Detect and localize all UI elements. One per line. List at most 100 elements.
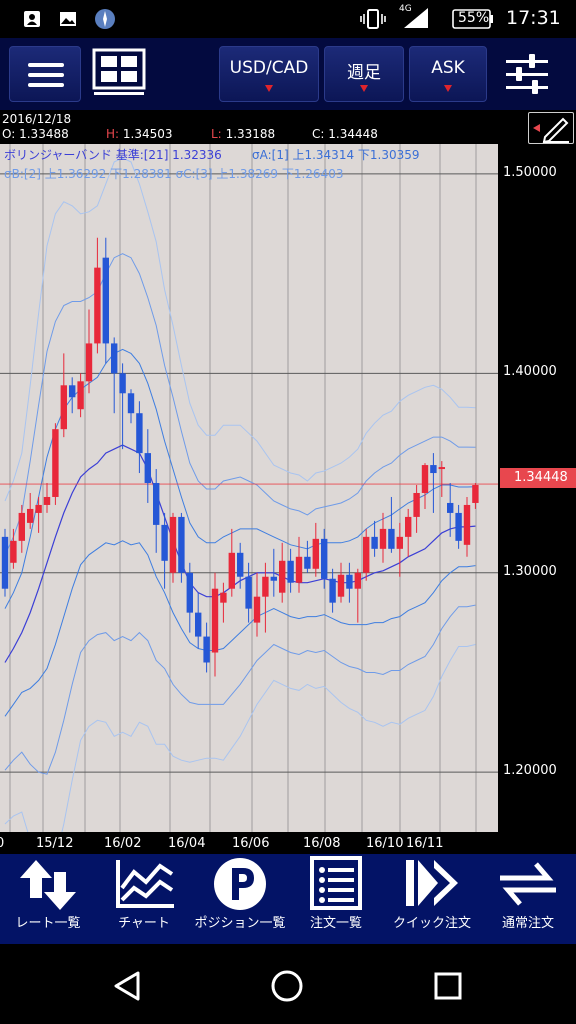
nav-label: ポジション一覧 xyxy=(194,916,286,931)
currency-pair-label: USD/CAD xyxy=(229,58,309,78)
period-label: 週足 xyxy=(347,63,381,83)
dropdown-caret-icon xyxy=(265,85,273,92)
grid-layout-icon xyxy=(92,48,146,95)
candle-body xyxy=(447,502,454,513)
period-select[interactable]: 週足 xyxy=(324,46,404,102)
bollinger-band-b-upper xyxy=(4,253,476,556)
candle-body xyxy=(472,485,479,503)
price-tick-label: 1.20000 xyxy=(503,763,557,779)
candle-body xyxy=(211,588,219,653)
date-tick-label: 0 xyxy=(0,836,5,851)
compass-icon xyxy=(95,9,115,29)
candle-body xyxy=(455,512,462,541)
layout-button[interactable] xyxy=(92,48,146,100)
candle-body xyxy=(270,576,277,581)
price-tick-label: 1.40000 xyxy=(503,364,557,380)
back-icon[interactable] xyxy=(112,970,142,1002)
bollinger-band-c-lower xyxy=(4,644,476,882)
candle-body xyxy=(321,538,328,579)
chart-icon xyxy=(116,860,174,908)
candle-body xyxy=(405,516,412,537)
candle-body xyxy=(371,536,378,549)
recents-icon[interactable] xyxy=(434,972,462,1000)
bollinger-band-c-upper xyxy=(4,157,476,502)
candle-body xyxy=(43,496,51,505)
bollinger-legend-line1b: σA:[1] 上1.34314 下1.30359 xyxy=(252,148,420,162)
candle-body xyxy=(312,538,319,569)
candle-body xyxy=(237,552,244,577)
clock: 17:31 xyxy=(506,7,561,29)
bollinger-legend-line2: σB:[2] 上1.36292 下1.28381 σC:[3] 上1.38269… xyxy=(4,167,344,181)
candle-body xyxy=(430,465,437,474)
gallery-icon xyxy=(60,12,76,26)
candlestick-chart[interactable] xyxy=(0,144,498,882)
price-tick-label: 1.50000 xyxy=(503,164,557,180)
vibrate-icon xyxy=(360,9,386,29)
candle-body xyxy=(262,576,269,597)
candle-body xyxy=(363,536,370,573)
drawing-tool-button[interactable] xyxy=(528,112,574,144)
candle-body xyxy=(253,596,261,623)
nav-label: クイック注文 xyxy=(392,916,471,931)
system-navigation-bar xyxy=(0,944,576,1024)
candle-body xyxy=(127,393,135,414)
candle-body xyxy=(111,343,118,374)
candle-body xyxy=(396,536,403,549)
candle-body xyxy=(279,560,286,593)
status-bar: 4G 55% 17:31 xyxy=(0,0,576,38)
candle-body xyxy=(388,528,395,549)
candle-body xyxy=(52,429,59,497)
date-tick-label: 16/10 xyxy=(366,836,404,851)
candle-body xyxy=(245,576,252,609)
menu-button[interactable] xyxy=(9,46,81,102)
ohlc-high: H: 1.34503 xyxy=(106,127,173,141)
candle-body xyxy=(178,516,185,573)
nav-orders[interactable]: 注文一覧 xyxy=(300,854,372,944)
candle-body xyxy=(1,536,9,589)
nav-label: レート一覧 xyxy=(15,916,81,931)
nav-rate-list[interactable]: レート一覧 xyxy=(12,854,84,944)
chart-plot[interactable] xyxy=(0,144,498,882)
nav-normal-order[interactable]: 通常注文 xyxy=(492,854,564,944)
chart-settings-button[interactable] xyxy=(504,52,550,98)
order-list-icon xyxy=(310,856,362,910)
candle-body xyxy=(69,385,76,398)
pencil-icon xyxy=(533,117,569,144)
nav-label: 通常注文 xyxy=(501,916,554,931)
rate-list-icon xyxy=(20,860,76,910)
date-tick-label: 16/02 xyxy=(104,836,142,851)
bottom-navigation: レート一覧 チャート ポジション一覧 注文一覧 クイック注 xyxy=(0,854,576,944)
bollinger-band-a-lower xyxy=(4,540,476,717)
network-type: 4G xyxy=(399,4,412,14)
battery-level: 55% xyxy=(458,10,490,26)
bid-ask-select[interactable]: ASK xyxy=(409,46,487,102)
candle-body xyxy=(60,385,67,430)
candle-body xyxy=(337,574,345,597)
candle-body xyxy=(287,560,294,583)
candle-body xyxy=(85,343,93,382)
nav-positions[interactable]: ポジション一覧 xyxy=(194,854,286,944)
candle-body xyxy=(144,453,151,484)
candle-body xyxy=(94,267,101,344)
chart-toolbar: USD/CAD 週足 ASK xyxy=(0,38,576,110)
date-tick-label: 16/08 xyxy=(303,836,341,851)
nav-label: 注文一覧 xyxy=(309,916,362,931)
candle-body xyxy=(195,612,202,637)
candle-body xyxy=(346,574,353,589)
ohlc-close: C: 1.34448 xyxy=(312,127,378,141)
battery-icon xyxy=(452,9,493,29)
candle-body xyxy=(329,578,336,603)
current-price-tag: 1.34448 xyxy=(500,468,576,488)
candle-body xyxy=(27,508,34,523)
hamburger-icon xyxy=(28,63,64,87)
candle-body xyxy=(169,516,177,573)
currency-pair-select[interactable]: USD/CAD xyxy=(219,46,319,102)
candle-body xyxy=(438,467,445,470)
home-icon[interactable] xyxy=(270,969,304,1003)
normal-order-icon xyxy=(500,862,556,906)
nav-chart[interactable]: チャート xyxy=(108,854,180,944)
nav-quick-order[interactable]: クイック注文 xyxy=(393,854,471,944)
candle-body xyxy=(77,381,84,410)
candle-body xyxy=(354,572,361,589)
candle-body xyxy=(220,592,227,603)
